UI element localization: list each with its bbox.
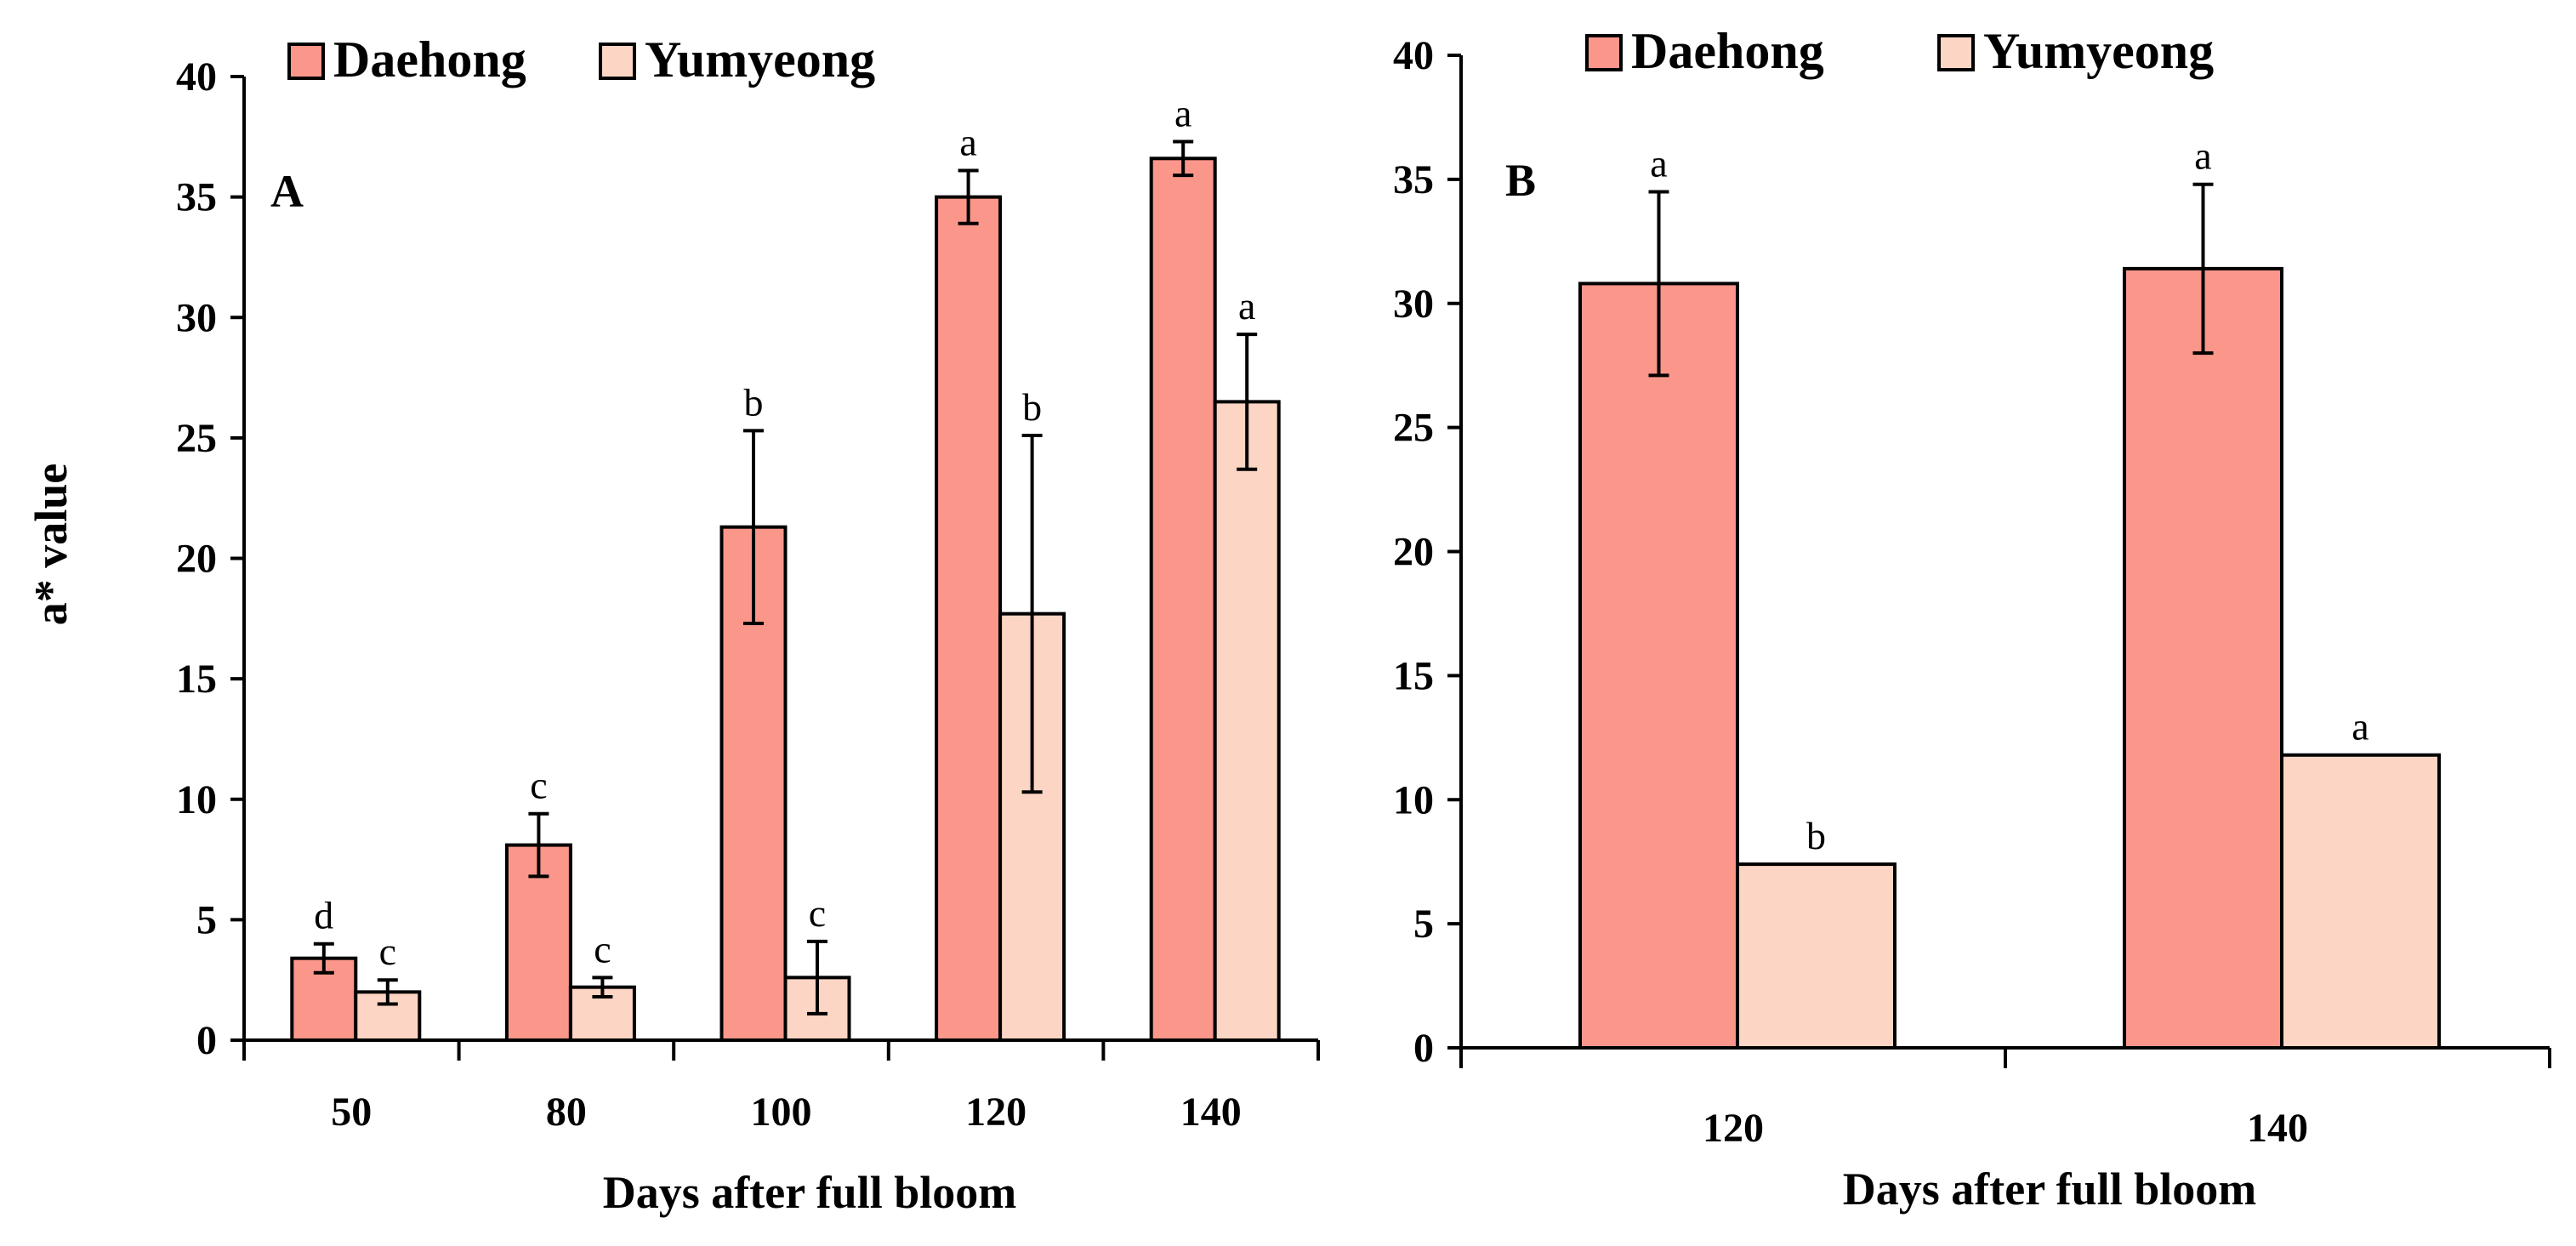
chart-b-y-tick-label: 15 [1393, 653, 1434, 698]
chart-a-xlabel: Days after full bloom [603, 1167, 1016, 1218]
chart-a-y-tick-label: 0 [196, 1018, 217, 1063]
chart-a-legend-swatch-yumyeong [599, 43, 636, 80]
chart-a-sig-label-yumyeong: c [594, 927, 611, 970]
chart-b-y-tick-label: 0 [1413, 1026, 1434, 1071]
chart-b-x-tick-label: 140 [2247, 1106, 2308, 1151]
chart-b-panel-label: B [1505, 155, 1536, 206]
chart-a-legend: Daehong Yumyeong [287, 31, 875, 88]
chart-b-xlabel: Days after full bloom [1843, 1164, 2256, 1215]
chart-a-y-tick-label: 30 [176, 295, 217, 340]
chart-b-y-tick-label: 30 [1393, 282, 1434, 327]
chart-b-y-tick-label: 25 [1393, 406, 1434, 451]
chart-a-y-tick-label: 35 [176, 175, 217, 220]
chart-b-legend-swatch-yumyeong [1937, 34, 1975, 71]
chart-b-bar-yumyeong [2280, 753, 2441, 1050]
chart-b-y-tick-label: 40 [1393, 33, 1434, 78]
chart-b-sig-label-yumyeong: a [2351, 705, 2368, 748]
chart-b-y-tick-label: 35 [1393, 157, 1434, 202]
chart-b-y-tick-label: 5 [1413, 902, 1434, 947]
chart-b-legend-label-daehong: Daehong [1631, 23, 1824, 79]
chart-b-x-tick-label: 120 [1703, 1106, 1764, 1151]
chart-a-sig-label-daehong: a [1174, 91, 1191, 134]
chart-b-legend-swatch-daehong [1585, 34, 1623, 71]
chart-b-y-tick-label: 20 [1393, 530, 1434, 575]
chart-a-sig-label-daehong: d [314, 894, 333, 937]
chart-a-x-tick-label: 100 [751, 1090, 812, 1135]
chart-a-sig-label-yumyeong: a [1238, 284, 1255, 327]
chart-a-y-tick-label: 5 [196, 897, 217, 942]
chart-a-legend-label-yumyeong: Yumyeong [645, 31, 875, 88]
chart-a-x-tick-label: 80 [546, 1090, 587, 1135]
chart-a-bar-yumyeong [1213, 400, 1281, 1042]
chart-a-bar-daehong [935, 195, 1003, 1042]
chart-a: a* value Days after full bloom A Daehong… [26, 31, 1320, 1218]
chart-b-y-tick-label: 10 [1393, 777, 1434, 822]
chart-a-y-tick-label: 40 [176, 54, 217, 100]
chart-b-legend-label-yumyeong: Yumyeong [1983, 23, 2214, 79]
chart-a-sig-label-daehong: a [959, 120, 976, 163]
chart-a-sig-label-daehong: b [744, 380, 764, 424]
chart-b-legend: Daehong Yumyeong [1585, 23, 2214, 79]
chart-a-sig-label-yumyeong: c [379, 930, 396, 973]
chart-a-legend-label-daehong: Daehong [333, 31, 526, 88]
chart-a-sig-label-daehong: c [530, 764, 547, 807]
chart-b-bar-daehong [1578, 282, 1739, 1050]
chart-b: Days after full bloom B Daehong Yumyeong… [1393, 23, 2551, 1215]
chart-a-sig-label-yumyeong: b [1022, 385, 1042, 429]
chart-a-x-tick-label: 50 [331, 1090, 372, 1135]
chart-a-panel-label: A [270, 166, 304, 217]
chart-a-x-tick-label: 140 [1180, 1090, 1242, 1135]
chart-a-y-tick-label: 15 [176, 657, 217, 702]
chart-b-sig-label-daehong: a [2194, 134, 2211, 178]
chart-a-legend-swatch-daehong [287, 43, 325, 80]
chart-a-bar-daehong [1149, 156, 1217, 1042]
chart-a-sig-label-yumyeong: c [809, 891, 826, 935]
chart-b-sig-label-yumyeong: b [1806, 814, 1826, 857]
chart-a-y-tick-label: 10 [176, 777, 217, 822]
chart-a-y-tick-label: 25 [176, 416, 217, 461]
chart-b-bar-daehong [2123, 266, 2283, 1050]
chart-a-y-tick-label: 20 [176, 537, 217, 582]
chart-b-sig-label-daehong: a [1650, 141, 1667, 185]
chart-b-bar-yumyeong [1736, 862, 1896, 1050]
chart-a-x-tick-label: 120 [965, 1090, 1026, 1135]
chart-a-ylabel: a* value [26, 464, 77, 626]
